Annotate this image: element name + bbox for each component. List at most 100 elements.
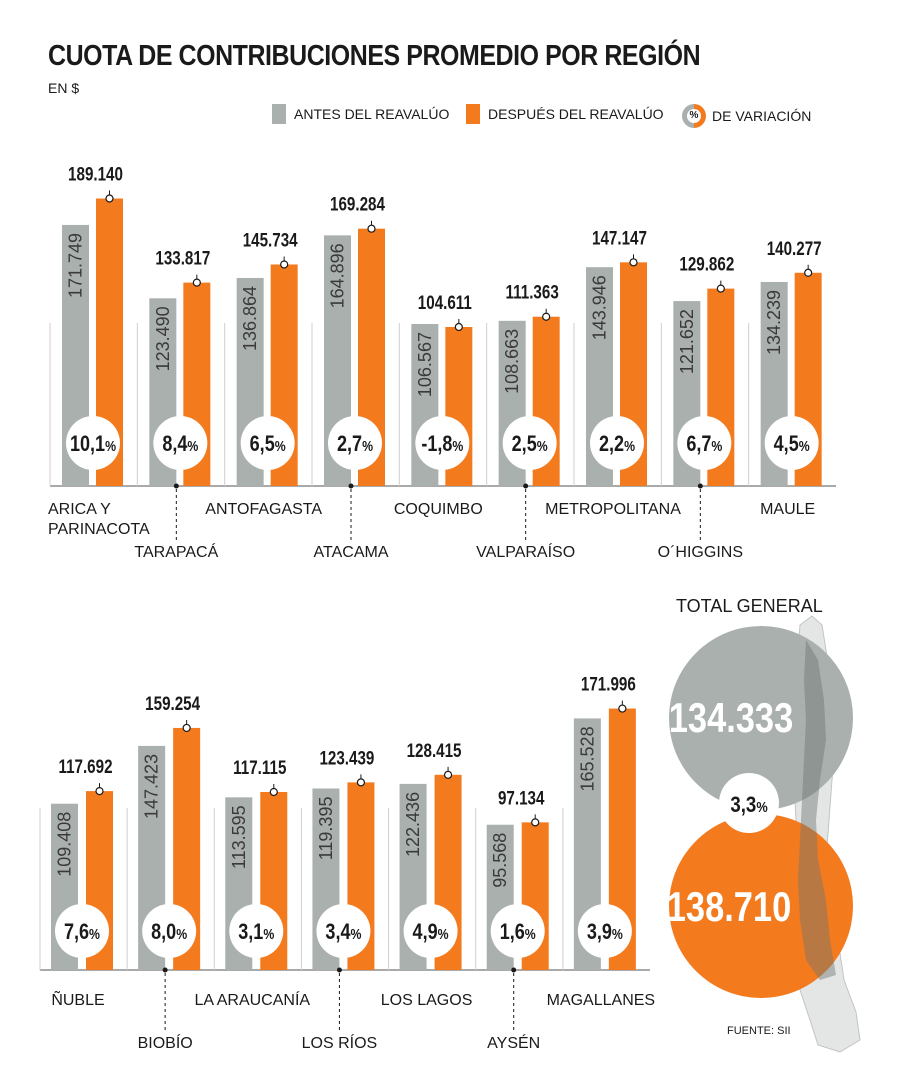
label-after-nuble: 117.692 xyxy=(58,755,112,777)
variation-value-o-higgins: 6,7% xyxy=(686,432,722,456)
marker-dot-magallanes xyxy=(618,704,627,713)
legend-label-variation: DE VARIACIÓN xyxy=(712,108,812,124)
label-before-metropolitana: 143.946 xyxy=(590,275,610,340)
variation-circle-la-araucania xyxy=(229,904,284,958)
variation-value-atacama: 2,7% xyxy=(337,432,373,456)
variation-number-tarapaca: 8,4 xyxy=(162,432,188,456)
label-before-los-rios: 119.395 xyxy=(316,797,336,861)
variation-number-maule: 4,5 xyxy=(774,432,799,456)
marker-dot-aysen xyxy=(531,818,540,827)
leader-dot-valparaiso xyxy=(523,483,529,489)
variation-number-la-araucania: 3,1 xyxy=(238,920,263,944)
marker-dot-la-araucania xyxy=(269,787,278,797)
variation-symbol-los-lagos: % xyxy=(438,926,449,942)
label-after-maule: 140.277 xyxy=(767,237,822,259)
legend-swatch-before xyxy=(272,104,286,124)
legend-swatch-after xyxy=(466,104,480,124)
variation-value-antofagasta: 6,5% xyxy=(250,432,286,456)
marker-dot-coquimbo xyxy=(454,322,463,332)
label-after-biobio: 159.254 xyxy=(145,692,200,714)
variation-circle-metropolitana xyxy=(590,416,644,470)
label-after-atacama: 169.284 xyxy=(330,193,385,215)
label-after-los-lagos: 128.415 xyxy=(407,739,462,761)
variation-symbol-valparaiso: % xyxy=(537,438,548,454)
label-before-o-higgins: 121.652 xyxy=(677,309,697,374)
variation-number-los-lagos: 4,9 xyxy=(413,920,438,944)
variation-symbol-antofagasta: % xyxy=(275,438,286,454)
legend-item-before: ANTES DEL REAVALÚO xyxy=(272,104,449,124)
category-label-los-lagos: LOS LAGOS xyxy=(381,992,473,1009)
variation-symbol-aysen: % xyxy=(525,926,536,942)
variation-circle-o-higgins xyxy=(677,416,732,470)
marker-dot-antofagasta xyxy=(280,260,289,269)
variation-value-los-lagos: 4,9% xyxy=(413,920,449,944)
variation-symbol-atacama: % xyxy=(362,438,373,454)
variation-symbol-magallanes: % xyxy=(612,926,623,942)
variation-number-valparaiso: 2,5 xyxy=(512,432,537,456)
variation-circle-coquimbo xyxy=(415,416,470,470)
variation-symbol-coquimbo: % xyxy=(452,438,463,454)
variation-value-la-araucania: 3,1% xyxy=(238,920,274,944)
variation-symbol-maule: % xyxy=(799,438,810,454)
variation-number-aysen: 1,6 xyxy=(500,920,525,944)
variation-circle-los-lagos xyxy=(403,904,458,958)
category-label-valparaiso: VALPARAÍSO xyxy=(476,542,575,561)
variation-value-valparaiso: 2,5% xyxy=(512,432,548,456)
marker-dot-atacama xyxy=(367,224,376,233)
variation-number-biobio: 8,0 xyxy=(151,920,176,944)
label-before-antofagasta: 136.864 xyxy=(240,286,260,351)
label-after-o-higgins: 129.862 xyxy=(679,253,734,275)
variation-symbol-o-higgins: % xyxy=(711,438,722,454)
category-label-la-araucania: LA ARAUCANÍA xyxy=(194,990,310,1009)
variation-number-magallanes: 3,9 xyxy=(587,920,612,944)
variation-circle-atacama xyxy=(328,416,382,470)
marker-dot-los-lagos xyxy=(443,770,453,779)
variation-symbol-nuble: % xyxy=(89,926,100,942)
variation-circle-maule xyxy=(764,416,819,470)
chart-title: CUOTA DE CONTRIBUCIONES PROMEDIO POR REG… xyxy=(48,40,701,72)
label-after-tarapaca: 133.817 xyxy=(155,247,210,269)
label-after-antofagasta: 145.734 xyxy=(243,229,298,251)
category-label-magallanes: MAGALLANES xyxy=(547,992,655,1009)
marker-dot-tarapaca xyxy=(192,278,201,287)
marker-dot-biobio xyxy=(182,723,191,733)
label-before-coquimbo: 106.567 xyxy=(415,332,435,397)
total-title: TOTAL GENERAL xyxy=(676,596,823,616)
marker-dot-los-rios xyxy=(356,778,366,787)
variation-number-atacama: 2,7 xyxy=(337,432,362,456)
label-after-aysen: 97.134 xyxy=(498,787,545,809)
category-label-arica-y-parinacota: ARICA Y xyxy=(48,501,111,518)
variation-value-metropolitana: 2,2% xyxy=(599,432,635,456)
category-label-arica-y-parinacota-line2: PARINACOTA xyxy=(48,521,150,538)
category-label-biobio: BIOBÍO xyxy=(138,1033,193,1052)
variation-number-antofagasta: 6,5 xyxy=(250,432,275,456)
variation-value-los-rios: 3,4% xyxy=(325,920,361,944)
variation-circle-arica-y-parinacota xyxy=(66,416,120,470)
variation-circle-biobio xyxy=(142,904,197,958)
variation-number-nuble: 7,6 xyxy=(64,920,89,944)
variation-value-arica-y-parinacota: 10,1% xyxy=(70,432,116,456)
marker-dot-metropolitana xyxy=(629,258,638,267)
unit-label: EN $ xyxy=(48,80,80,96)
leader-dot-o-higgins xyxy=(697,483,703,489)
label-before-biobio: 147.423 xyxy=(142,754,162,819)
label-after-magallanes: 171.996 xyxy=(581,673,636,695)
variation-number-metropolitana: 2,2 xyxy=(599,432,624,456)
variation-circle-los-rios xyxy=(316,904,371,958)
variation-number-coquimbo: -1,8 xyxy=(421,432,452,456)
label-before-nuble: 109.408 xyxy=(55,812,75,877)
variation-symbol-metropolitana: % xyxy=(624,438,635,454)
label-after-la-araucania: 117.115 xyxy=(233,756,287,778)
legend-item-after: DESPUÉS DEL REAVALÚO xyxy=(466,104,664,124)
label-after-valparaiso: 111.363 xyxy=(506,281,559,303)
label-before-valparaiso: 108.663 xyxy=(502,329,522,394)
label-after-metropolitana: 147.147 xyxy=(592,227,647,249)
marker-dot-valparaiso xyxy=(542,312,551,321)
variation-symbol-la-araucania: % xyxy=(263,926,274,942)
variation-symbol-biobio: % xyxy=(176,926,187,942)
category-label-maule: MAULE xyxy=(760,501,815,518)
category-label-antofagasta: ANTOFAGASTA xyxy=(205,501,322,518)
category-label-atacama: ATACAMA xyxy=(314,544,389,561)
variation-value-biobio: 8,0% xyxy=(151,920,187,944)
